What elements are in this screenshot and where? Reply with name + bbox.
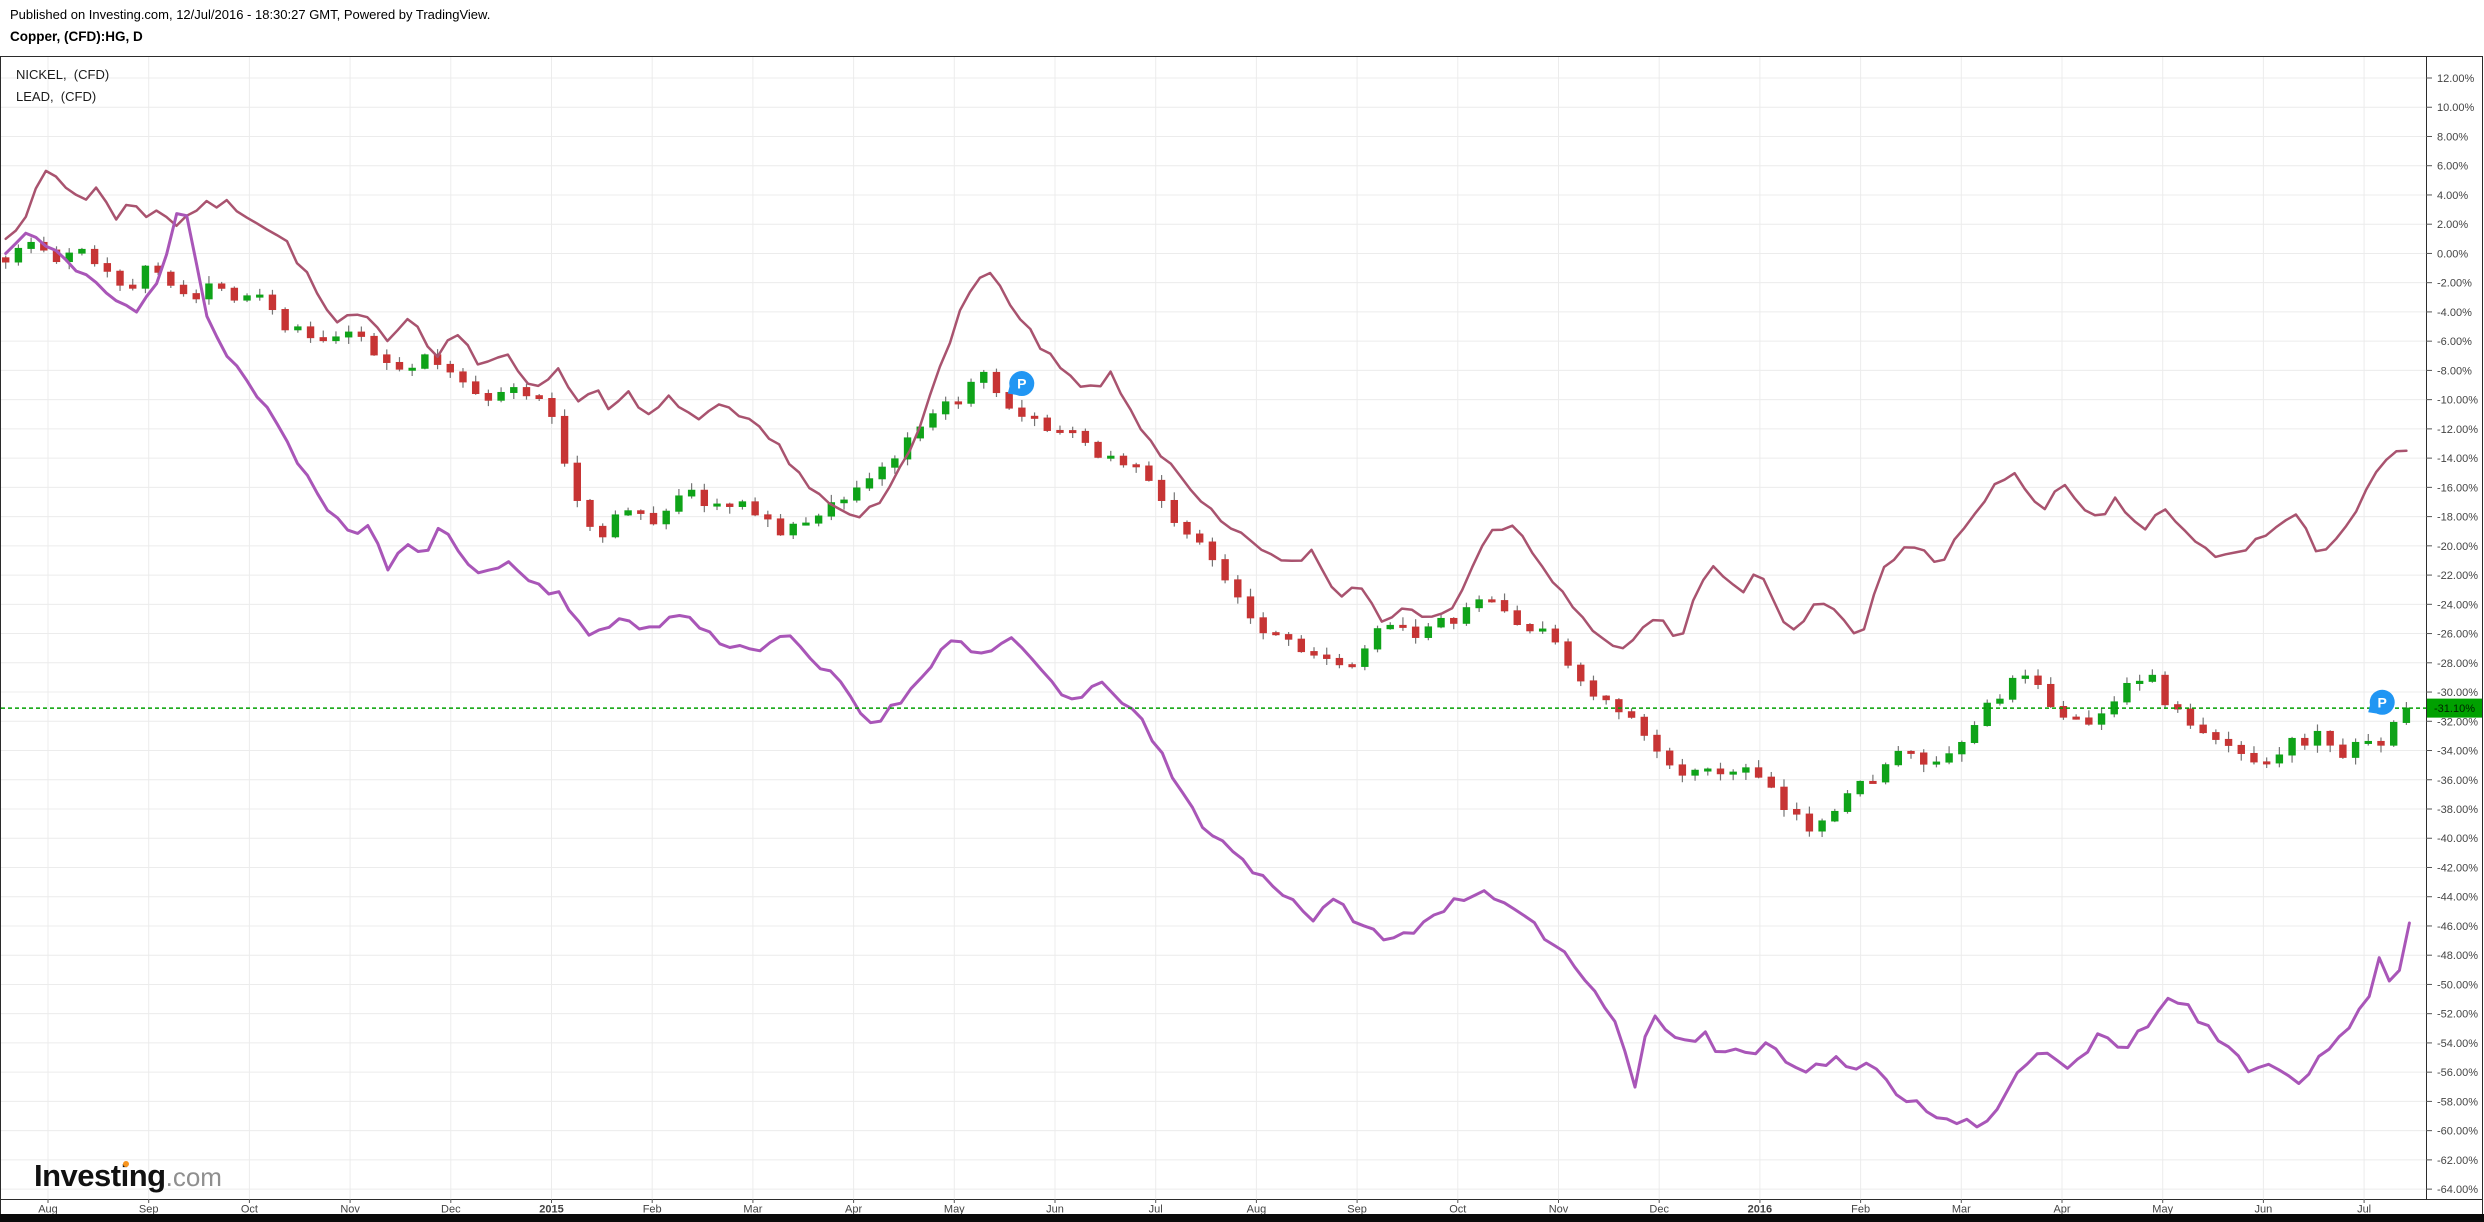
svg-text:Aug: Aug xyxy=(38,1204,58,1216)
svg-text:-31.10%: -31.10% xyxy=(2434,703,2475,715)
svg-text:Dec: Dec xyxy=(1649,1204,1669,1216)
svg-text:-10.00%: -10.00% xyxy=(2437,395,2478,407)
p-marker[interactable]: P xyxy=(2368,689,2395,715)
svg-text:Jun: Jun xyxy=(2255,1204,2273,1216)
svg-text:8.00%: 8.00% xyxy=(2437,131,2468,143)
svg-text:P: P xyxy=(2378,694,2387,710)
svg-text:Jul: Jul xyxy=(2357,1204,2371,1216)
svg-text:2015: 2015 xyxy=(539,1204,563,1216)
svg-text:-24.00%: -24.00% xyxy=(2437,599,2478,611)
svg-text:Oct: Oct xyxy=(241,1204,258,1216)
svg-text:-56.00%: -56.00% xyxy=(2437,1067,2478,1079)
svg-text:-52.00%: -52.00% xyxy=(2437,1009,2478,1021)
svg-text:Mar: Mar xyxy=(1952,1204,1971,1216)
svg-text:Apr: Apr xyxy=(2053,1204,2070,1216)
svg-text:Jul: Jul xyxy=(1149,1204,1163,1216)
svg-text:-54.00%: -54.00% xyxy=(2437,1038,2478,1050)
svg-text:-44.00%: -44.00% xyxy=(2437,892,2478,904)
svg-text:-60.00%: -60.00% xyxy=(2437,1126,2478,1138)
svg-text:0.00%: 0.00% xyxy=(2437,248,2468,260)
svg-text:Jun: Jun xyxy=(1046,1204,1064,1216)
svg-text:-12.00%: -12.00% xyxy=(2437,424,2478,436)
svg-text:-38.00%: -38.00% xyxy=(2437,804,2478,816)
svg-text:-28.00%: -28.00% xyxy=(2437,658,2478,670)
svg-text:-18.00%: -18.00% xyxy=(2437,512,2478,524)
publish-info: Published on Investing.com, 12/Jul/2016 … xyxy=(10,7,491,22)
svg-text:-64.00%: -64.00% xyxy=(2437,1184,2478,1196)
svg-text:Nov: Nov xyxy=(1549,1204,1569,1216)
last-price-label: -31.10% xyxy=(2427,698,2482,718)
investing-logo[interactable]: Investing.com xyxy=(34,1158,222,1194)
svg-text:10.00%: 10.00% xyxy=(2437,102,2475,114)
svg-text:12.00%: 12.00% xyxy=(2437,73,2475,85)
svg-text:-20.00%: -20.00% xyxy=(2437,541,2478,553)
investing-logo-text: Investing xyxy=(34,1158,166,1193)
svg-text:Sep: Sep xyxy=(139,1204,159,1216)
svg-text:Feb: Feb xyxy=(1851,1204,1870,1216)
svg-text:-26.00%: -26.00% xyxy=(2437,629,2478,641)
svg-text:Aug: Aug xyxy=(1247,1204,1267,1216)
svg-text:-50.00%: -50.00% xyxy=(2437,979,2478,991)
svg-text:Nov: Nov xyxy=(340,1204,360,1216)
svg-text:P: P xyxy=(1017,376,1026,392)
svg-text:4.00%: 4.00% xyxy=(2437,190,2468,202)
svg-text:-2.00%: -2.00% xyxy=(2437,278,2472,290)
svg-text:-22.00%: -22.00% xyxy=(2437,570,2478,582)
p-marker[interactable]: P xyxy=(1007,371,1035,397)
svg-text:-58.00%: -58.00% xyxy=(2437,1096,2478,1108)
svg-text:2016: 2016 xyxy=(1748,1204,1772,1216)
svg-text:-8.00%: -8.00% xyxy=(2437,365,2472,377)
svg-text:-62.00%: -62.00% xyxy=(2437,1155,2478,1167)
legend-item-lead[interactable]: LEAD, (CFD) xyxy=(16,89,97,104)
svg-text:Sep: Sep xyxy=(1347,1204,1367,1216)
time-scale[interactable]: Aug Sep Oct Nov Dec 2015 Feb Mar Apr May Jun Jul Aug… xyxy=(38,1199,2371,1216)
legend-item-nickel[interactable]: NICKEL, (CFD) xyxy=(16,67,110,82)
svg-text:Apr: Apr xyxy=(845,1204,862,1216)
svg-text:-14.00%: -14.00% xyxy=(2437,453,2478,465)
svg-text:-6.00%: -6.00% xyxy=(2437,336,2472,348)
svg-text:-48.00%: -48.00% xyxy=(2437,950,2478,962)
svg-text:-34.00%: -34.00% xyxy=(2437,746,2478,758)
lead-line-series xyxy=(4,212,2411,1129)
chart-border xyxy=(0,56,2483,1222)
svg-text:Mar: Mar xyxy=(743,1204,762,1216)
svg-text:-16.00%: -16.00% xyxy=(2437,482,2478,494)
candlestick-series xyxy=(2,236,2411,838)
svg-text:May: May xyxy=(944,1204,965,1216)
comparison-legend: NICKEL, (CFD) LEAD, (CFD) xyxy=(16,64,109,108)
svg-text:2.00%: 2.00% xyxy=(2437,219,2468,231)
svg-text:Feb: Feb xyxy=(643,1204,662,1216)
svg-text:-4.00%: -4.00% xyxy=(2437,307,2472,319)
svg-text:-30.00%: -30.00% xyxy=(2437,687,2478,699)
svg-text:May: May xyxy=(2152,1204,2173,1216)
symbol-title: Copper, (CFD):HG, D xyxy=(10,29,143,44)
svg-text:-40.00%: -40.00% xyxy=(2437,833,2478,845)
svg-text:Oct: Oct xyxy=(1449,1204,1466,1216)
logo-i-dot-icon xyxy=(123,1161,129,1167)
svg-text:-42.00%: -42.00% xyxy=(2437,862,2478,874)
bottom-toolbar xyxy=(0,1214,2484,1222)
svg-text:Dec: Dec xyxy=(441,1204,461,1216)
nickel-line-series xyxy=(4,169,2408,650)
svg-text:-46.00%: -46.00% xyxy=(2437,921,2478,933)
investing-logo-suffix: .com xyxy=(165,1162,222,1192)
grid xyxy=(1,57,2426,1199)
svg-text:6.00%: 6.00% xyxy=(2437,161,2468,173)
svg-text:-32.00%: -32.00% xyxy=(2437,716,2478,728)
price-scale[interactable]: 12.00% 10.00% 8.00% 6.00% 4.00% 2.00% 0.00% -2.… xyxy=(2426,73,2478,1196)
svg-text:-36.00%: -36.00% xyxy=(2437,775,2478,787)
